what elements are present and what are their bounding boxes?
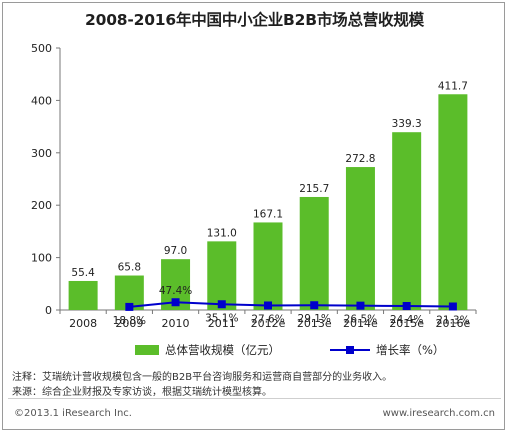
x-tick-label: 2015e bbox=[389, 317, 424, 330]
legend-bar-swatch bbox=[135, 345, 159, 355]
growth-rate-label: 47.4% bbox=[159, 285, 192, 297]
bar bbox=[207, 241, 237, 310]
growth-rate-marker bbox=[402, 302, 411, 311]
bar bbox=[68, 280, 98, 310]
growth-rate-label: 27.6% bbox=[251, 313, 284, 325]
growth-rate-label: 26.5% bbox=[344, 314, 377, 326]
x-tick-label: 2014e bbox=[343, 317, 378, 330]
chart-title: 2008-2016年中国中小企业B2B市场总营收规模 bbox=[85, 11, 424, 29]
copyright-text: ©2013.1 iResearch Inc. bbox=[14, 408, 132, 419]
legend-bar: 总体营收规模（亿元） bbox=[135, 342, 280, 358]
y-axis: 0 100 200 300 400 500 bbox=[31, 42, 61, 317]
growth-rate-label: 29.1% bbox=[298, 313, 331, 325]
bar bbox=[299, 196, 329, 310]
growth-rate-marker bbox=[310, 301, 319, 310]
bar-value-label: 97.0 bbox=[164, 245, 187, 257]
y-tick-label: 100 bbox=[31, 252, 52, 265]
x-tick-label: 2012e bbox=[251, 317, 286, 330]
bar-value-label: 339.3 bbox=[392, 118, 422, 130]
y-tick-label: 0 bbox=[45, 304, 52, 317]
x-tick-label: 2016e bbox=[436, 317, 471, 330]
y-tick-label: 300 bbox=[31, 147, 52, 160]
bar-value-label: 55.4 bbox=[71, 267, 95, 279]
note-text: 注释：艾瑞统计营收规模包含一般的B2B平台咨询服务和运营商自营部分的业务收入。 bbox=[12, 372, 393, 383]
y-tick-label: 400 bbox=[31, 94, 52, 107]
growth-rate-marker bbox=[448, 302, 457, 311]
x-tick-label: 2009 bbox=[115, 317, 143, 330]
growth-rate-marker bbox=[171, 298, 180, 307]
bar bbox=[345, 167, 375, 310]
bar-value-label: 272.8 bbox=[345, 153, 375, 165]
growth-rate-marker bbox=[217, 300, 226, 309]
growth-rate-label: 35.1% bbox=[205, 312, 238, 324]
growth-rate-label: 24.4% bbox=[390, 314, 423, 326]
bar-series: 55.4 65.8 97.0 131.0 167.1 215.7 272.8 339.3 411… bbox=[68, 80, 468, 311]
y-tick-label: 200 bbox=[31, 199, 52, 212]
y-tick-label: 500 bbox=[31, 42, 52, 55]
growth-rate-series: 18.8% 47.4% 35.1% 27.6% 29.1% 26.5% 24.4% 21.3% bbox=[113, 285, 470, 327]
growth-rate-line bbox=[129, 301, 453, 308]
bar bbox=[253, 222, 283, 310]
x-tick-label: 2011 bbox=[208, 317, 236, 330]
bar-value-label: 215.7 bbox=[299, 183, 329, 195]
x-tick-label: 2010 bbox=[162, 317, 190, 330]
bar-value-label: 131.0 bbox=[207, 227, 237, 239]
bar bbox=[438, 94, 468, 311]
bar-value-label: 411.7 bbox=[438, 80, 468, 92]
growth-rate-label: 21.3% bbox=[436, 315, 469, 327]
growth-rate-marker bbox=[356, 301, 365, 310]
legend-line-label: 增长率（%） bbox=[376, 343, 445, 357]
legend-line: 增长率（%） bbox=[330, 342, 444, 358]
website-text: www.iresearch.com.cn bbox=[382, 408, 495, 419]
growth-rate-marker bbox=[125, 302, 134, 311]
x-tick-label: 2013e bbox=[297, 317, 332, 330]
growth-rate-marker bbox=[264, 301, 272, 310]
growth-rate-label: 18.8% bbox=[113, 315, 146, 327]
bar-value-label: 65.8 bbox=[118, 262, 141, 274]
x-tick-label: 2008 bbox=[69, 317, 97, 330]
bar bbox=[392, 132, 422, 310]
source-text: 来源：综合企业财报及专家访谈，根据艾瑞统计模型核算。 bbox=[12, 387, 272, 398]
footer-divider bbox=[8, 398, 501, 399]
legend-bar-label: 总体营收规模（亿元） bbox=[165, 343, 280, 357]
legend-line-swatch bbox=[330, 345, 370, 355]
bar-value-label: 167.1 bbox=[253, 208, 283, 220]
